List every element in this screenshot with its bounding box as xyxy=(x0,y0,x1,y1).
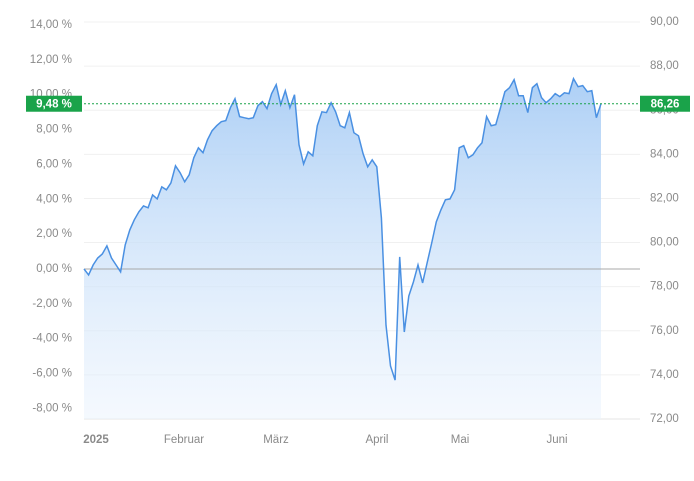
y-tick-label: 12,00 % xyxy=(30,54,72,66)
tag-bg xyxy=(26,95,82,112)
line xyxy=(83,76,602,381)
y-tick-label: 4,00 % xyxy=(36,193,72,205)
y-tick-label: -2,00 % xyxy=(32,298,72,310)
y2-tick-label: 74,00 xyxy=(650,369,679,381)
y-tick-label: 0,00 % xyxy=(36,263,72,275)
tag-text: 9,48 % xyxy=(36,98,72,110)
y2-tick-label: 76,00 xyxy=(650,325,679,337)
y2-tick-label: 80,00 xyxy=(650,237,679,249)
x-tick-label: 2025 xyxy=(83,434,109,446)
tag-bg xyxy=(640,95,690,112)
y2-tick-label: 88,00 xyxy=(650,60,679,72)
y-tick-label: -8,00 % xyxy=(32,402,72,414)
x-tick-label: Mai xyxy=(451,434,470,446)
y-tick-label: 8,00 % xyxy=(36,124,72,136)
area xyxy=(84,78,601,419)
y2-tick-label: 84,00 xyxy=(650,148,679,160)
current-tag-left: 9,48 % xyxy=(26,95,82,112)
x-tick-label: März xyxy=(263,434,289,446)
tag-text: 86,26 xyxy=(651,98,680,110)
y-tick-label: -6,00 % xyxy=(32,368,72,380)
x-tick-label: Februar xyxy=(164,434,204,446)
x-tick-label: Juni xyxy=(546,434,567,446)
y2-tick-label: 72,00 xyxy=(650,413,679,425)
y2-tick-label: 78,00 xyxy=(650,281,679,293)
y2-tick-label: 90,00 xyxy=(650,16,679,28)
y-tick-label: -4,00 % xyxy=(32,333,72,345)
y-tick-label: 6,00 % xyxy=(36,158,72,170)
y-tick-label: 2,00 % xyxy=(36,228,72,240)
y-tick-label: 14,00 % xyxy=(30,19,72,31)
x-tick-label: April xyxy=(365,434,388,446)
y2-tick-label: 82,00 xyxy=(650,192,679,204)
current-tag-right: 86,26 xyxy=(640,95,690,112)
